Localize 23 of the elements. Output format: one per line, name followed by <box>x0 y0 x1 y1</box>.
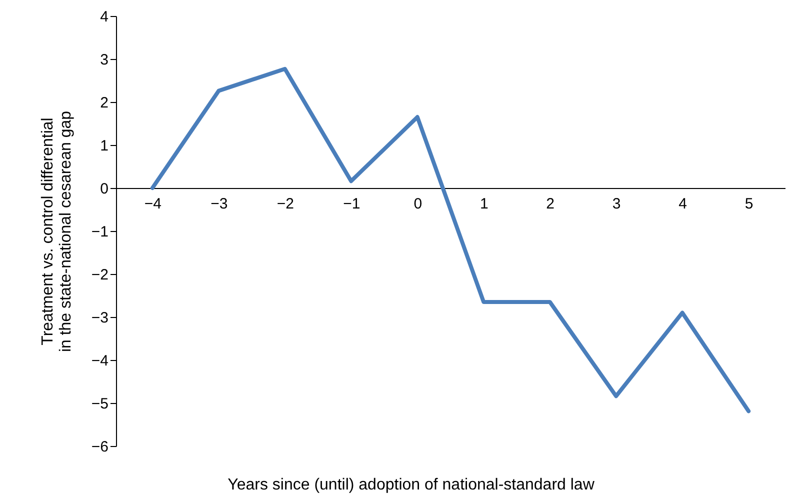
y-tick-label: 1 <box>100 138 108 154</box>
y-tick-label: 3 <box>100 52 108 68</box>
x-tick-label: 0 <box>414 196 422 212</box>
y-tick-label: −2 <box>91 266 108 284</box>
x-tick-label: 2 <box>546 196 555 212</box>
x-tick-label: −4 <box>144 196 162 212</box>
y-tick-label: −1 <box>91 224 108 240</box>
x-tick-label: 4 <box>678 196 688 212</box>
y-tick-label: −3 <box>91 310 108 326</box>
x-axis-title: Years since (until) adoption of national-standard law <box>228 476 595 494</box>
x-tick-label: −3 <box>210 196 228 212</box>
y-tick-label: 2 <box>100 94 108 112</box>
y-tick-label: −4 <box>91 352 108 370</box>
y-axis-title: Treatment vs. control differential in the state-national cesarean gap <box>39 110 74 352</box>
y-tick-label: −5 <box>91 396 108 412</box>
x-tick-label: 5 <box>744 196 754 212</box>
x-tick-label: 3 <box>612 196 621 212</box>
x-tick-label: −2 <box>276 196 294 212</box>
y-tick-label: −6 <box>91 438 108 456</box>
y-tick-label: 0 <box>100 180 108 198</box>
x-tick-label: 1 <box>480 196 488 212</box>
y-tick-label: 4 <box>100 8 108 26</box>
x-tick-label: −1 <box>343 196 360 212</box>
